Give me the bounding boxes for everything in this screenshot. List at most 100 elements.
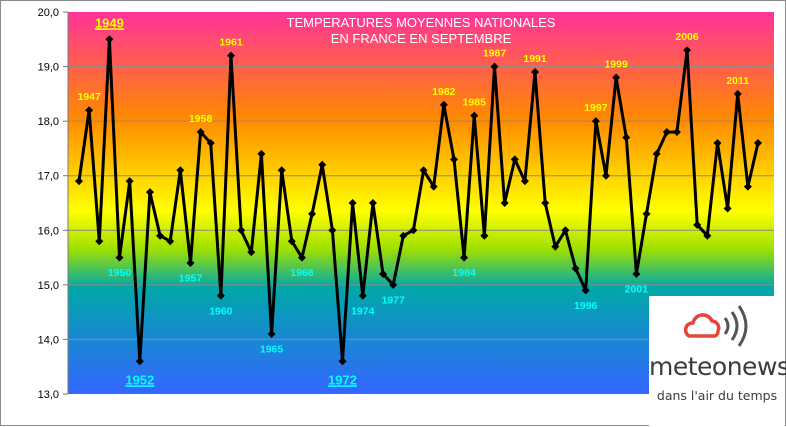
data-point xyxy=(75,177,83,186)
data-point xyxy=(500,199,509,207)
year-label: 1984 xyxy=(452,267,476,279)
data-point xyxy=(85,106,94,115)
year-labels: 1947 1949 1958 1961 1982 1985 1987 1991 1997 1999… xyxy=(77,15,749,387)
logo-tagline: dans l'air du temps xyxy=(656,388,778,403)
data-point xyxy=(186,259,195,268)
data-point xyxy=(591,117,600,126)
data-point xyxy=(693,220,702,229)
data-point xyxy=(439,100,448,109)
year-label: 1982 xyxy=(432,86,456,98)
data-point xyxy=(145,188,154,197)
data-point xyxy=(338,357,347,366)
year-label: 1974 xyxy=(351,305,375,317)
data-point xyxy=(703,231,712,240)
data-point xyxy=(318,160,327,169)
data-point xyxy=(379,269,388,278)
data-point xyxy=(257,149,266,158)
y-tick-label: 20,0 xyxy=(38,7,59,19)
series-line xyxy=(77,37,760,363)
data-point xyxy=(105,35,114,44)
logo-wordmark: meteonews xyxy=(649,352,786,381)
series-markers xyxy=(75,35,762,366)
year-label: 1991 xyxy=(523,53,547,65)
y-tick-label: 13,0 xyxy=(38,389,59,401)
y-tick-label: 16,0 xyxy=(38,225,59,237)
year-label: 1965 xyxy=(260,343,284,355)
year-label: 1999 xyxy=(604,58,628,70)
data-point xyxy=(196,128,205,137)
data-point xyxy=(115,253,124,262)
data-point xyxy=(399,231,408,240)
data-point xyxy=(308,209,317,218)
year-label: 1972 xyxy=(328,372,357,387)
data-point xyxy=(561,226,570,235)
data-point xyxy=(206,138,215,147)
meteonews-logo: meteonews dans l'air du temps xyxy=(649,296,786,426)
data-point xyxy=(754,138,762,147)
year-label: 2011 xyxy=(726,75,749,87)
data-point xyxy=(571,264,580,273)
data-point xyxy=(328,226,337,235)
data-point xyxy=(723,204,732,213)
year-label: 1961 xyxy=(219,37,243,49)
data-point xyxy=(237,226,246,235)
temperature-line xyxy=(77,37,760,363)
data-point xyxy=(551,242,560,251)
chart-subtitle: EN FRANCE EN SEPTEMBRE xyxy=(331,31,512,46)
data-point xyxy=(227,51,236,60)
year-label: 1996 xyxy=(574,300,598,312)
data-point xyxy=(480,231,489,240)
year-label: 1950 xyxy=(108,267,132,279)
data-point xyxy=(531,68,540,77)
data-point xyxy=(267,329,276,338)
data-point xyxy=(287,237,296,246)
data-point xyxy=(683,46,692,55)
year-label: 1968 xyxy=(290,267,314,279)
year-label: 1958 xyxy=(189,113,213,125)
y-axis-ticks: 13,0 14,0 15,0 16,0 17,0 18,0 19,0 20,0 xyxy=(38,7,68,401)
data-point xyxy=(358,291,367,300)
data-point xyxy=(520,177,529,186)
year-label: 1947 xyxy=(77,91,101,103)
data-point xyxy=(409,226,418,235)
data-point xyxy=(541,199,550,207)
data-point xyxy=(135,357,144,366)
year-label: 1949 xyxy=(95,15,124,30)
year-label: 1977 xyxy=(381,294,405,306)
data-point xyxy=(449,155,458,164)
data-point xyxy=(713,138,722,147)
data-point xyxy=(632,269,641,278)
data-point xyxy=(601,171,610,180)
data-point xyxy=(672,128,681,137)
data-point xyxy=(429,182,438,191)
data-point xyxy=(216,291,225,300)
y-tick-label: 18,0 xyxy=(38,116,59,128)
year-label: 2006 xyxy=(675,31,699,43)
year-label: 1960 xyxy=(209,305,233,317)
data-point xyxy=(348,199,357,207)
year-label: 1987 xyxy=(483,48,507,60)
data-point xyxy=(733,89,742,98)
y-tick-label: 17,0 xyxy=(38,171,59,183)
data-point xyxy=(510,155,519,164)
chart-title: TEMPERATURES MOYENNES NATIONALES xyxy=(287,15,556,30)
data-point xyxy=(652,149,661,158)
data-point xyxy=(156,231,165,240)
data-point xyxy=(166,237,175,246)
year-label: 1957 xyxy=(179,273,203,285)
data-point xyxy=(460,253,469,262)
data-point xyxy=(612,73,621,82)
data-point xyxy=(176,166,185,175)
year-label: 2001 xyxy=(625,283,649,295)
data-point xyxy=(277,166,286,175)
data-point xyxy=(419,166,428,175)
data-point xyxy=(297,253,306,262)
data-point xyxy=(743,182,752,191)
data-point xyxy=(389,280,398,289)
data-point xyxy=(95,237,104,246)
y-tick-label: 14,0 xyxy=(38,334,59,346)
y-tick-label: 15,0 xyxy=(38,280,59,292)
data-point xyxy=(662,128,671,137)
